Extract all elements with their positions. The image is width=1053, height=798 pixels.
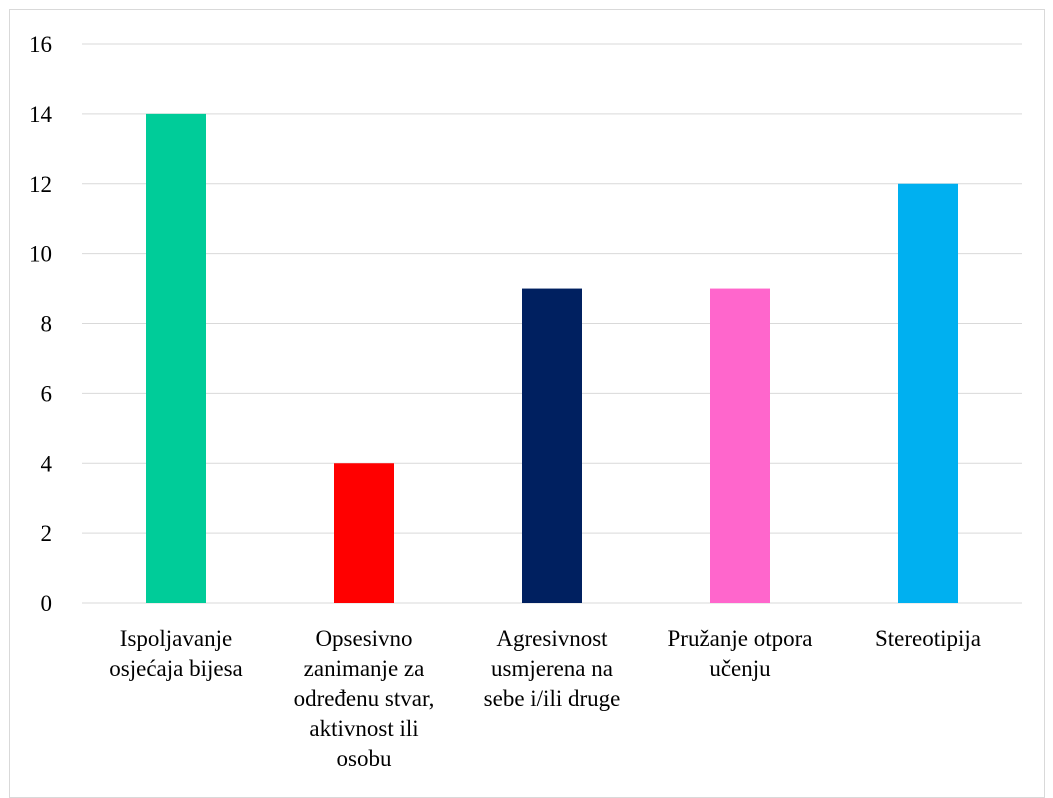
y-tick-label: 16 bbox=[29, 32, 52, 57]
gridlines bbox=[82, 43, 1022, 604]
bar-4 bbox=[898, 183, 958, 603]
y-tick-label: 2 bbox=[41, 521, 53, 546]
y-tick-label: 8 bbox=[41, 312, 53, 337]
x-category-label: određenu stvar, bbox=[294, 686, 435, 711]
bars bbox=[146, 113, 958, 603]
x-category-label: osobu bbox=[337, 746, 392, 771]
y-tick-label: 14 bbox=[29, 102, 53, 127]
bar-3 bbox=[710, 288, 770, 603]
x-category-label: usmjerena na bbox=[491, 656, 613, 681]
y-tick-label: 12 bbox=[29, 172, 52, 197]
y-tick-label: 4 bbox=[41, 451, 53, 476]
bar-1 bbox=[334, 463, 394, 603]
y-tick-label: 10 bbox=[29, 242, 52, 267]
x-category-label: Agresivnost bbox=[496, 626, 608, 651]
x-category-label: sebe i/ili druge bbox=[484, 686, 621, 711]
x-category-label: zanimanje za bbox=[304, 656, 425, 681]
x-category-label: učenju bbox=[709, 656, 771, 681]
x-category-label: Opsesivno bbox=[315, 626, 412, 651]
bar-0 bbox=[146, 113, 206, 603]
x-category-label: Stereotipija bbox=[875, 626, 981, 651]
y-axis-labels: 0 2 4 6 8 10 12 14 16 bbox=[29, 32, 53, 616]
x-category-label: Ispoljavanje bbox=[120, 626, 232, 651]
bar-2 bbox=[522, 288, 582, 603]
x-category-label: aktivnost ili bbox=[309, 716, 418, 741]
x-category-label: osjećaja bijesa bbox=[109, 656, 242, 681]
y-tick-label: 6 bbox=[41, 381, 53, 406]
y-tick-label: 0 bbox=[41, 591, 53, 616]
x-axis-labels: Ispoljavanje osjećaja bijesa Opsesivno zani… bbox=[109, 626, 981, 771]
x-category-label: Pružanje otpora bbox=[668, 626, 813, 651]
